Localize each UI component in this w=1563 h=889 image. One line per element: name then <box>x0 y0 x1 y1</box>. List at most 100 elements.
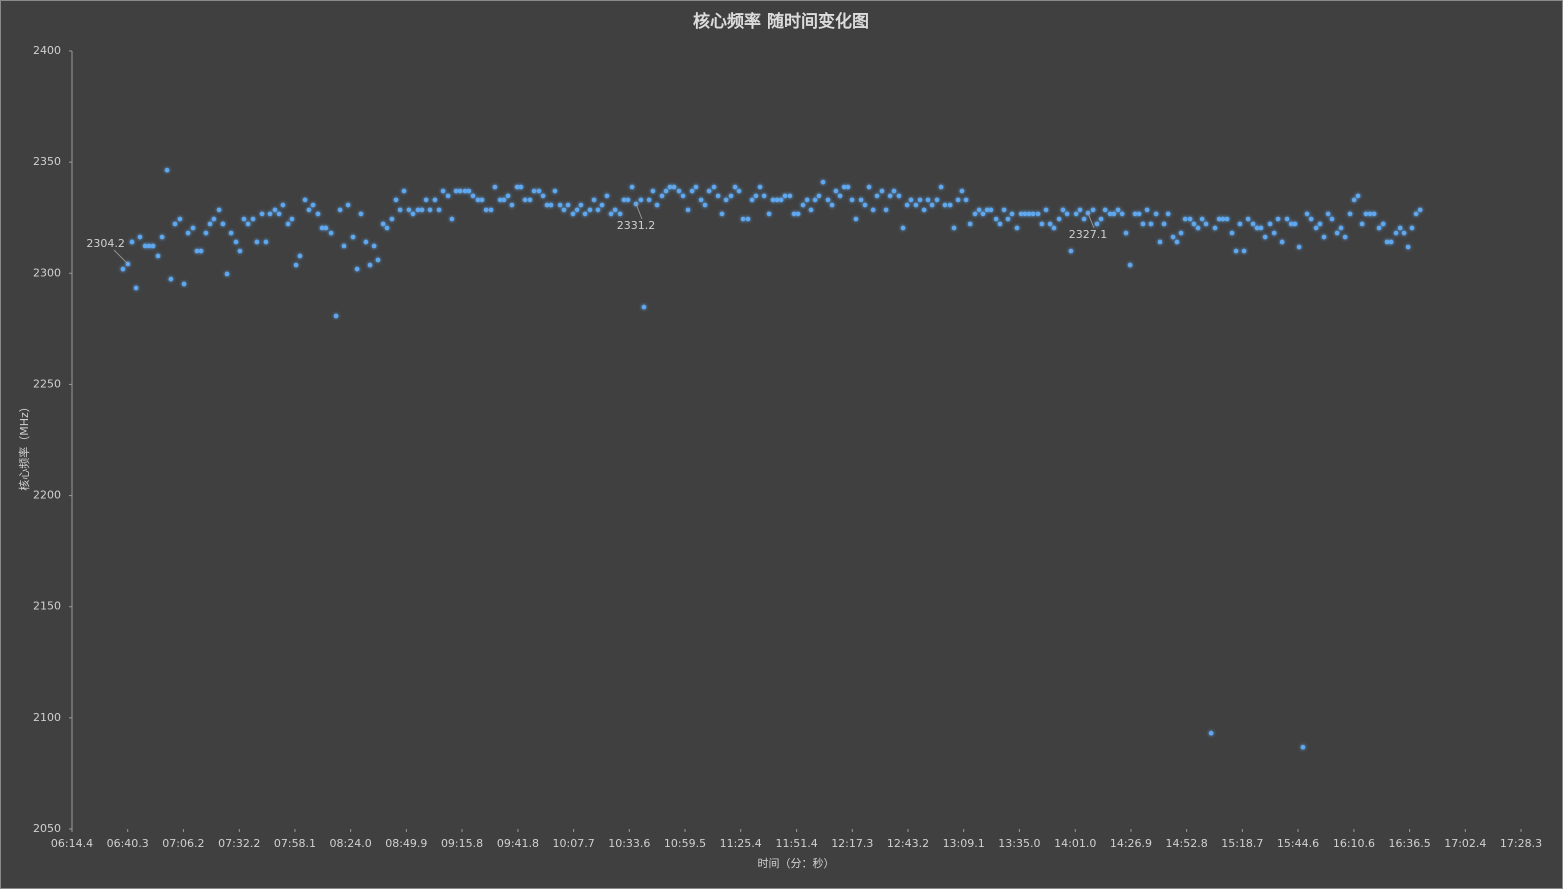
data-point <box>1376 225 1382 231</box>
x-tick-label: 08:49.9 <box>385 837 427 850</box>
data-point <box>1009 211 1015 217</box>
data-point <box>587 207 593 213</box>
data-point <box>310 202 316 208</box>
data-point <box>1191 221 1197 227</box>
x-tick-label: 09:15.8 <box>441 837 483 850</box>
data-point <box>650 188 656 194</box>
data-point <box>1119 211 1125 217</box>
data-point <box>1216 216 1222 222</box>
data-point <box>1064 211 1070 217</box>
data-point <box>315 211 321 217</box>
data-point <box>782 193 788 199</box>
data-point <box>1363 211 1369 217</box>
data-point <box>211 216 217 222</box>
data-point <box>858 197 864 203</box>
data-point <box>1325 211 1331 217</box>
data-point <box>883 207 889 213</box>
data-point <box>142 243 148 249</box>
x-tick-label: 10:33.6 <box>608 837 650 850</box>
data-point <box>1081 216 1087 222</box>
data-point <box>1077 207 1083 213</box>
data-point <box>354 266 360 272</box>
data-point <box>1334 230 1340 236</box>
data-point <box>1047 221 1053 227</box>
data-point <box>629 184 635 190</box>
y-tick-label: 2400 <box>33 44 61 57</box>
data-point <box>663 188 669 194</box>
data-point <box>181 281 187 287</box>
data-point <box>177 216 183 222</box>
data-point <box>921 207 927 213</box>
data-point <box>1401 230 1407 236</box>
data-point <box>812 197 818 203</box>
data-point <box>1279 239 1285 245</box>
data-point <box>457 188 463 194</box>
data-point <box>599 202 605 208</box>
data-point <box>1140 221 1146 227</box>
x-axis-label: 时间（分：秒） <box>758 856 835 870</box>
data-point <box>1203 221 1209 227</box>
data-point <box>1229 230 1235 236</box>
data-point <box>866 184 872 190</box>
data-point <box>1300 744 1306 750</box>
data-point <box>1224 216 1230 222</box>
data-point <box>693 184 699 190</box>
data-point <box>685 207 691 213</box>
data-point <box>972 211 978 217</box>
data-point <box>1405 244 1411 250</box>
data-point <box>578 202 584 208</box>
x-tick-label: 08:24.0 <box>330 837 372 850</box>
data-point <box>1060 207 1066 213</box>
y-tick-label: 2150 <box>33 600 61 613</box>
data-point <box>280 202 286 208</box>
data-point <box>1397 225 1403 231</box>
x-tick-label: 07:58.1 <box>274 837 316 850</box>
data-point <box>159 234 165 240</box>
data-point <box>190 225 196 231</box>
data-point <box>837 193 843 199</box>
data-point <box>1367 211 1373 217</box>
data-label: 2327.1 <box>1069 228 1108 241</box>
data-point <box>276 211 282 217</box>
data-point <box>1329 216 1335 222</box>
data-point <box>1115 207 1121 213</box>
y-tick-label: 2200 <box>33 489 61 502</box>
x-tick-label: 17:28.3 <box>1500 837 1542 850</box>
data-point <box>1182 216 1188 222</box>
data-point <box>1351 197 1357 203</box>
data-point <box>293 262 299 268</box>
data-point <box>1102 207 1108 213</box>
data-point <box>1271 230 1277 236</box>
data-point <box>816 193 822 199</box>
data-point <box>1001 207 1007 213</box>
data-point <box>862 202 868 208</box>
x-tick-label: 13:35.0 <box>998 837 1040 850</box>
data-point <box>1313 225 1319 231</box>
data-point <box>164 167 170 173</box>
data-point <box>1308 216 1314 222</box>
chart-title: 核心频率 随时间变化图 <box>693 11 869 32</box>
data-point <box>245 221 251 227</box>
data-point <box>1157 239 1163 245</box>
x-tick-label: 06:40.3 <box>107 837 149 850</box>
data-point <box>203 230 209 236</box>
data-point <box>1165 211 1171 217</box>
data-point <box>168 276 174 282</box>
data-point <box>155 253 161 259</box>
data-point <box>475 197 481 203</box>
data-point <box>514 184 520 190</box>
data-point <box>604 193 610 199</box>
data-point <box>988 207 994 213</box>
data-point <box>676 188 682 194</box>
data-point <box>808 207 814 213</box>
data-point <box>133 285 139 291</box>
data-point <box>706 188 712 194</box>
data-point <box>527 197 533 203</box>
data-point <box>951 225 957 231</box>
data-point <box>574 207 580 213</box>
data-point <box>410 211 416 217</box>
data-point <box>913 202 919 208</box>
data-point <box>984 207 990 213</box>
data-point <box>1148 221 1154 227</box>
